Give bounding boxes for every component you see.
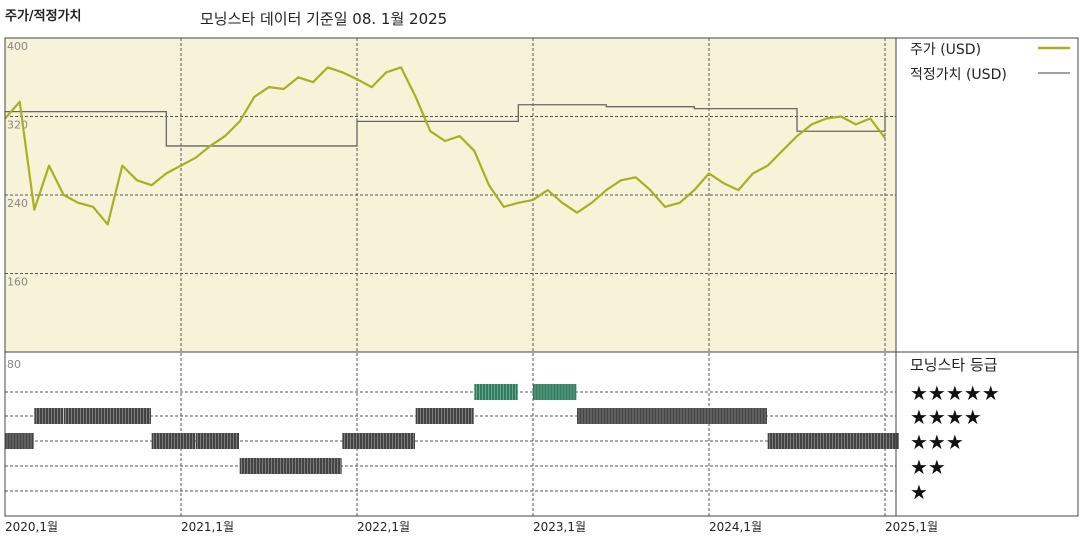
rating-bar [34, 408, 63, 424]
legend-label-price: 주가 (USD) [910, 42, 981, 58]
series-layer [4, 66, 886, 226]
legend: 주가 (USD) 적정가치 (USD) [910, 42, 1070, 83]
y-tick-label: 160 [7, 276, 28, 289]
star-rating-label: ★★★★ [910, 405, 982, 429]
x-tick-label: 2024,1월 [709, 520, 762, 534]
rating-bar [195, 433, 239, 449]
y-tick-label: 400 [7, 40, 28, 53]
star-rating-label: ★★★★★ [910, 381, 1000, 405]
rating-y-tick-label: 80 [7, 358, 21, 371]
y-tick-label: 320 [7, 119, 28, 132]
star-rating-label: ★★★ [910, 430, 964, 454]
legend-label-fair-value: 적정가치 (USD) [910, 67, 1007, 83]
x-tick-label: 2022,1월 [357, 520, 410, 534]
chart-frame [4, 37, 1079, 517]
x-tick-label: 2025,1월 [885, 520, 938, 534]
x-tick-label: 2021,1월 [181, 520, 234, 534]
rating-panel-title: 모닝스타 등급 [910, 356, 998, 374]
left-title: 주가/적정가치 [5, 8, 82, 24]
rating-bar [239, 458, 342, 474]
x-tick-label: 2020,1월 [5, 520, 58, 534]
rating-bar [342, 433, 415, 449]
rating-bar [63, 408, 151, 424]
rating-bar [474, 384, 518, 400]
star-rating-label: ★ [910, 480, 928, 504]
fair-value-line [5, 104, 886, 147]
x-tick-labels: 2020,1월 2021,1월 2022,1월 2023,1월 2024,1월 2025,… [5, 520, 938, 534]
rating-bar [5, 433, 34, 449]
rating-bar [151, 433, 195, 449]
price-line [4, 66, 886, 226]
x-tick-label: 2023,1월 [533, 520, 586, 534]
star-rating-label: ★★ [910, 455, 946, 479]
subtitle: 모닝스타 데이터 기준일 08. 1월 2025 [200, 10, 447, 28]
rating-layer [5, 384, 899, 474]
star-rating-legend: ★★★★★★★★★★★★★★★ [910, 381, 1000, 504]
rating-bar [767, 433, 899, 449]
rating-bar [533, 384, 577, 400]
y-tick-label: 240 [7, 197, 28, 210]
